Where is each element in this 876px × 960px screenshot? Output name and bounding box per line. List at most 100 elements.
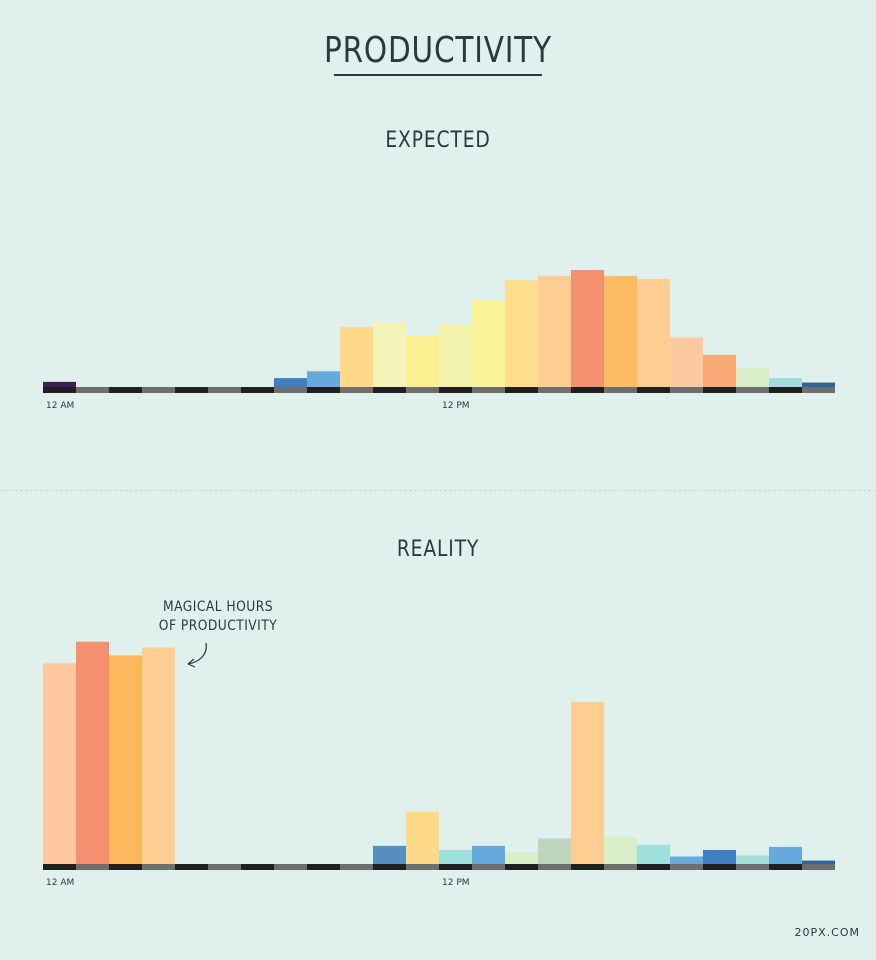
reality-bar-12: [439, 849, 472, 864]
expected-bar-23: [802, 382, 835, 387]
expected-axis-segment: [43, 387, 76, 393]
reality-axis-segment: [802, 864, 835, 870]
expected-axis-segment: [769, 387, 802, 393]
reality-bar-3: [142, 647, 175, 864]
expected-bar-9: [340, 327, 373, 387]
reality-bar-13: [472, 845, 505, 864]
expected-axis-segment: [142, 387, 175, 393]
reality-chart: 12 AM 12 PM: [43, 641, 835, 888]
expected-bar-15: [538, 275, 571, 387]
reality-bar-11: [406, 811, 439, 864]
expected-axis-segment: [670, 387, 703, 393]
reality-axis-segment: [736, 864, 769, 870]
expected-bar-13: [472, 300, 505, 387]
reality-axis-segment: [604, 864, 637, 870]
reality-tick-label: 12 PM: [442, 878, 470, 888]
reality-bar-2: [109, 655, 142, 864]
expected-axis-segment: [505, 387, 538, 393]
expected-chart: 12 AM 12 PM: [43, 270, 835, 411]
expected-bar-21: [736, 367, 769, 387]
expected-axis-segment: [76, 387, 109, 393]
expected-tick-label: 12 PM: [442, 401, 470, 411]
reality-axis-segment: [472, 864, 505, 870]
reality-axis-segment: [307, 864, 340, 870]
reality-chart-title: REALITY: [396, 537, 480, 562]
expected-bar-12: [439, 324, 472, 387]
reality-axis-segment: [241, 864, 274, 870]
reality-tick-label: 12 AM: [46, 878, 74, 888]
section-divider: [0, 490, 876, 491]
reality-axis-segment: [208, 864, 241, 870]
expected-axis-segment: [736, 387, 769, 393]
reality-axis-segment: [43, 864, 76, 870]
expected-bar-14: [505, 280, 538, 387]
reality-axis-segment: [340, 864, 373, 870]
curved-arrow-icon: [187, 642, 207, 668]
annotation-line-2: OF PRODUCTIVITY: [158, 618, 278, 634]
reality-bar-10: [373, 845, 406, 864]
expected-bar-20: [703, 354, 736, 387]
reality-axis-segment: [76, 864, 109, 870]
expected-tick-label: 12 AM: [46, 401, 74, 411]
reality-bar-15: [538, 838, 571, 864]
reality-bar-18: [637, 844, 670, 864]
reality-axis-segment: [769, 864, 802, 870]
reality-bar-0: [43, 663, 76, 864]
expected-chart-title: EXPECTED: [385, 128, 491, 153]
expected-axis-segment: [208, 387, 241, 393]
expected-bar-16: [571, 270, 604, 387]
expected-bar-18: [637, 278, 670, 387]
reality-axis-segment: [439, 864, 472, 870]
expected-axis-segment: [604, 387, 637, 393]
reality-axis-segment: [406, 864, 439, 870]
reality-bar-14: [505, 852, 538, 864]
reality-axis-segment: [109, 864, 142, 870]
reality-bar-22: [769, 846, 802, 864]
credit-text: 20PX.COM: [794, 926, 860, 939]
expected-axis-segment: [241, 387, 274, 393]
expected-bar-7: [274, 378, 307, 387]
reality-axis-segment: [538, 864, 571, 870]
expected-axis-segment: [340, 387, 373, 393]
reality-axis-segment: [637, 864, 670, 870]
reality-axis-segment: [703, 864, 736, 870]
reality-axis-segment: [670, 864, 703, 870]
expected-axis-segment: [373, 387, 406, 393]
expected-axis-segment: [538, 387, 571, 393]
expected-axis-segment: [472, 387, 505, 393]
magical-hours-annotation: MAGICAL HOURS OF PRODUCTIVITY: [158, 598, 278, 636]
expected-axis-segment: [802, 387, 835, 393]
expected-bar-22: [769, 378, 802, 387]
page-title: PRODUCTIVITY: [323, 30, 553, 71]
expected-axis-segment: [109, 387, 142, 393]
expected-axis-segment: [703, 387, 736, 393]
expected-bar-17: [604, 275, 637, 387]
reality-bar-16: [571, 701, 604, 864]
reality-axis-segment: [571, 864, 604, 870]
expected-bar-11: [406, 336, 439, 387]
expected-axis-segment: [274, 387, 307, 393]
expected-axis-segment: [571, 387, 604, 393]
expected-axis-segment: [175, 387, 208, 393]
reality-axis-segment: [373, 864, 406, 870]
reality-bar-20: [703, 849, 736, 864]
expected-axis-segment: [406, 387, 439, 393]
expected-bar-19: [670, 337, 703, 387]
reality-bar-1: [76, 641, 109, 864]
reality-axis-segment: [505, 864, 538, 870]
reality-bar-23: [802, 860, 835, 864]
expected-bar-0: [43, 381, 76, 387]
reality-axis-segment: [175, 864, 208, 870]
expected-bar-8: [307, 371, 340, 387]
reality-axis-segment: [142, 864, 175, 870]
annotation-line-1: MAGICAL HOURS: [163, 599, 273, 615]
reality-axis-segment: [274, 864, 307, 870]
expected-axis-segment: [439, 387, 472, 393]
reality-bar-19: [670, 856, 703, 864]
reality-bar-17: [604, 837, 637, 864]
title-underline: [334, 74, 542, 76]
expected-axis-segment: [307, 387, 340, 393]
expected-bar-10: [373, 322, 406, 387]
expected-axis-segment: [637, 387, 670, 393]
reality-bar-21: [736, 855, 769, 864]
